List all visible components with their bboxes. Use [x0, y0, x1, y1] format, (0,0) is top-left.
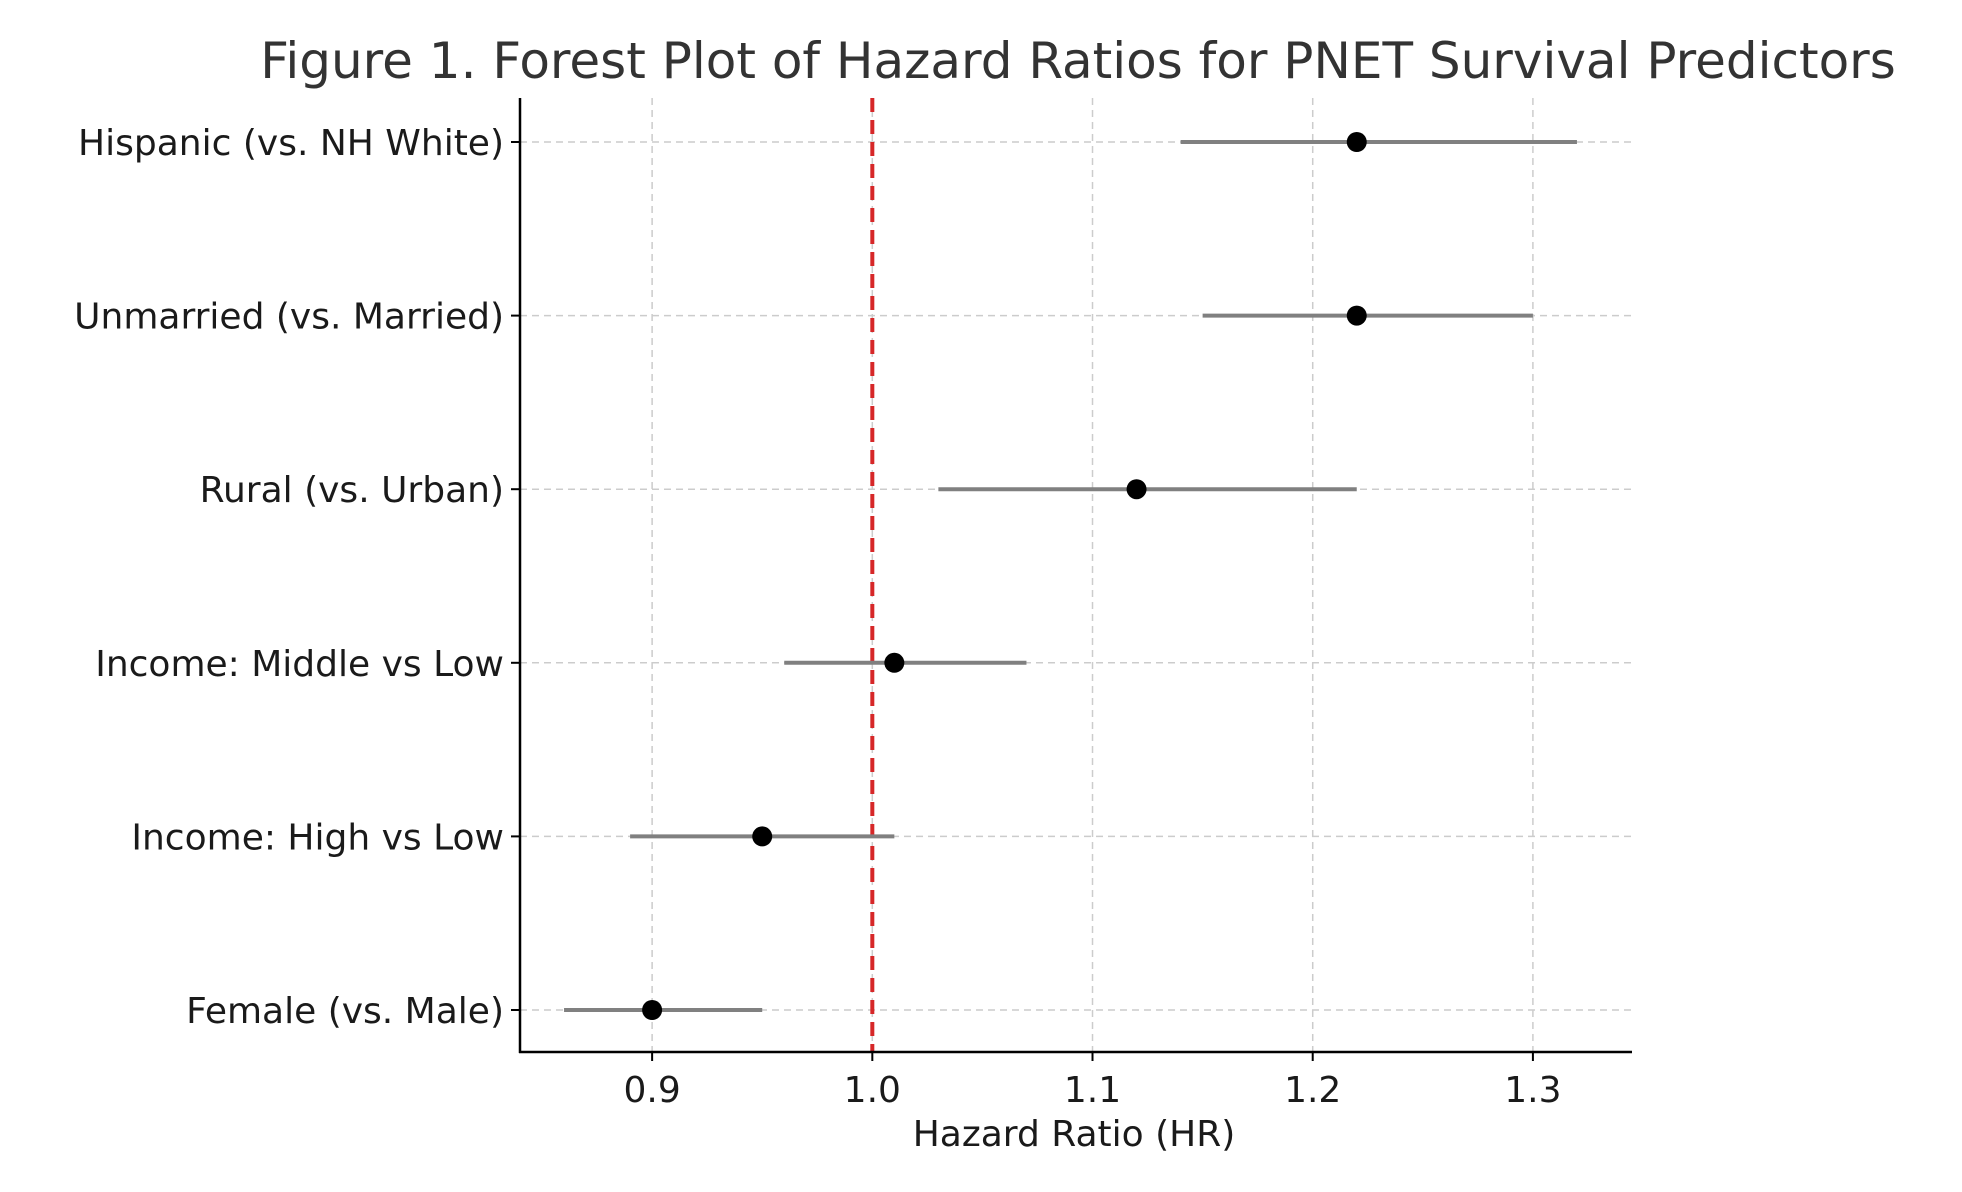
- y-tick-label: Female (vs. Male): [186, 991, 504, 1032]
- y-tick-label: Hispanic (vs. NH White): [78, 123, 504, 164]
- chart-title: Figure 1. Forest Plot of Hazard Ratios f…: [260, 32, 1896, 90]
- hr-point: [1346, 132, 1367, 152]
- y-tick-label: Income: Middle vs Low: [95, 644, 504, 685]
- y-tick-label: Unmarried (vs. Married): [74, 297, 504, 338]
- x-tick-label: 1.0: [844, 1070, 901, 1111]
- axes-layer: [511, 98, 1632, 1061]
- x-tick-labels: 0.9 1.0 1.1 1.2 1.3: [623, 1070, 1561, 1111]
- x-axis-label: Hazard Ratio (HR): [913, 1114, 1236, 1155]
- grid-layer: [520, 98, 1632, 1052]
- hr-point: [1346, 305, 1367, 326]
- hr-point: [884, 652, 905, 673]
- x-tick-label: 1.3: [1504, 1070, 1561, 1111]
- data-layer: [564, 132, 1577, 1020]
- hr-point: [752, 826, 773, 847]
- y-tick-label: Rural (vs. Urban): [200, 470, 504, 511]
- y-tick-label: Income: High vs Low: [131, 817, 504, 858]
- hr-point: [1126, 479, 1147, 500]
- hr-point: [642, 1000, 663, 1020]
- x-tick-label: 1.2: [1284, 1070, 1341, 1111]
- x-tick-label: 0.9: [623, 1070, 680, 1111]
- y-tick-labels: Hispanic (vs. NH White) Unmarried (vs. Ma…: [74, 123, 504, 1032]
- x-tick-label: 1.1: [1064, 1070, 1121, 1111]
